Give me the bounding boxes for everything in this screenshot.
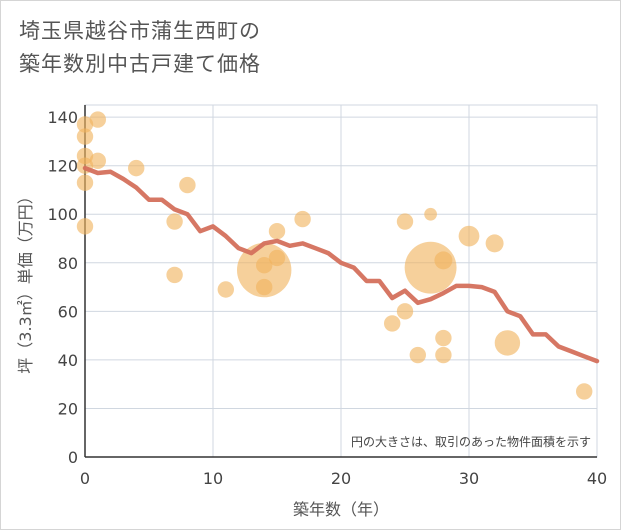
chart-title: 埼玉県越谷市蒲生西町の 築年数別中古戸建て価格 [19,15,261,81]
bubble-size-note: 円の大きさは、取引のあった物件面積を示す [351,434,591,449]
x-tick-label: 20 [331,469,351,488]
y-tick-label: 20 [58,399,78,418]
x-tick-label: 0 [80,469,90,488]
bubble-point [76,218,94,235]
bubble-point [384,315,401,332]
x-axis-label: 築年数（年） [293,500,389,519]
bubble-point [576,383,593,400]
bubble-point [494,330,521,356]
bubble-point [404,241,457,294]
bubble-point [396,213,414,230]
bubble-point [76,128,94,145]
chart-title-line-2: 築年数別中古戸建て価格 [19,52,261,76]
bubble-point [434,251,453,270]
y-tick-label: 80 [58,254,78,273]
bubble-point [89,152,107,170]
trend-line [82,165,600,364]
bubble-point [396,303,414,320]
y-tick-label: 100 [47,205,78,224]
bubble-point [217,281,234,298]
bubble-point [424,207,437,221]
bubble-point [89,111,107,128]
y-tick-label: 0 [68,448,78,467]
bubble-point [128,159,145,177]
bubble-point [268,223,286,240]
bubble-point [485,234,504,253]
y-axis-label: 坪（3.3㎡）単価（万円） [16,188,35,373]
bubble-point [179,176,196,194]
x-tick-label: 30 [459,469,479,488]
y-tick-label: 140 [47,108,78,127]
bubble-point [76,174,94,191]
bubble-point [166,213,183,230]
y-tick-label: 40 [58,351,78,370]
x-tick-label: 40 [587,469,607,488]
bubble-point [166,266,183,284]
bubble-point [409,346,426,364]
bubble-point [76,116,94,133]
bubble-point [458,225,480,247]
bubble-point [256,278,273,296]
y-tick-label: 60 [58,302,78,321]
x-tick-label: 10 [203,469,223,488]
bubble-point [256,257,273,274]
bubble-point [294,210,311,228]
chart-title-line-1: 埼玉県越谷市蒲生西町の [19,19,261,43]
bubble-point [435,346,452,364]
bubble-point [435,329,452,347]
y-tick-label: 120 [47,157,78,176]
bubble-point [268,249,286,267]
